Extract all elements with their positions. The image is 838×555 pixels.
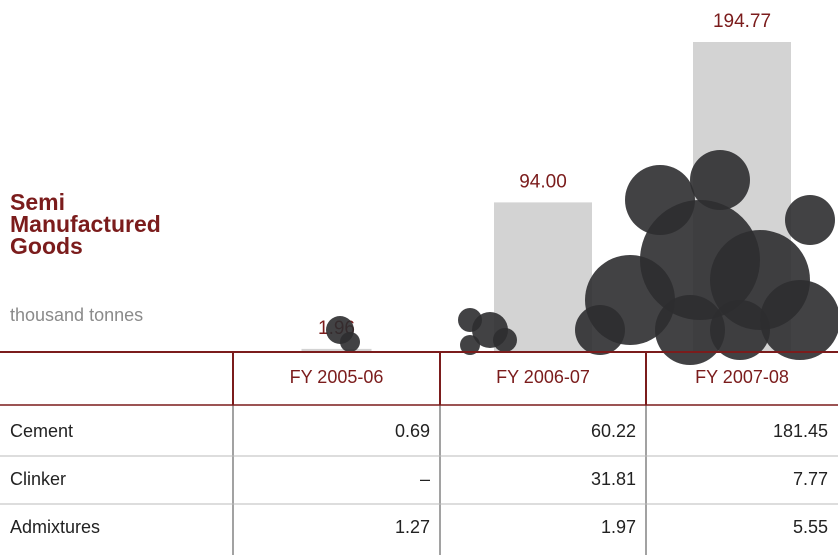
column-header: FY 2007-08 xyxy=(695,367,789,387)
cell: 0.69 xyxy=(395,421,430,441)
chart-subtitle: thousand tonnes xyxy=(10,305,143,325)
rock xyxy=(340,332,360,352)
rock xyxy=(493,328,517,352)
rock xyxy=(655,295,725,365)
row-label: Admixtures xyxy=(10,517,100,537)
rock xyxy=(575,305,625,355)
cell: 5.55 xyxy=(793,517,828,537)
cell: 60.22 xyxy=(591,421,636,441)
rock xyxy=(760,280,838,360)
rock xyxy=(785,195,835,245)
value-label: 94.00 xyxy=(519,171,567,192)
cell: 1.27 xyxy=(395,517,430,537)
rock xyxy=(690,150,750,210)
cell: 7.77 xyxy=(793,469,828,489)
value-label: 194.77 xyxy=(713,11,771,32)
row-label: Clinker xyxy=(10,469,66,489)
cell: 31.81 xyxy=(591,469,636,489)
cell: – xyxy=(420,469,430,489)
rock xyxy=(625,165,695,235)
chart: SemiManufacturedGoods thousand tonnes 1.… xyxy=(0,0,838,555)
column-header: FY 2006-07 xyxy=(496,367,590,387)
column-header: FY 2005-06 xyxy=(290,367,384,387)
table: FY 2005-06 FY 2006-07 FY 2007-08 Cement 0.69… xyxy=(0,352,838,555)
row-label: Cement xyxy=(10,421,73,441)
cell: 181.45 xyxy=(773,421,828,441)
cell: 1.97 xyxy=(601,517,636,537)
